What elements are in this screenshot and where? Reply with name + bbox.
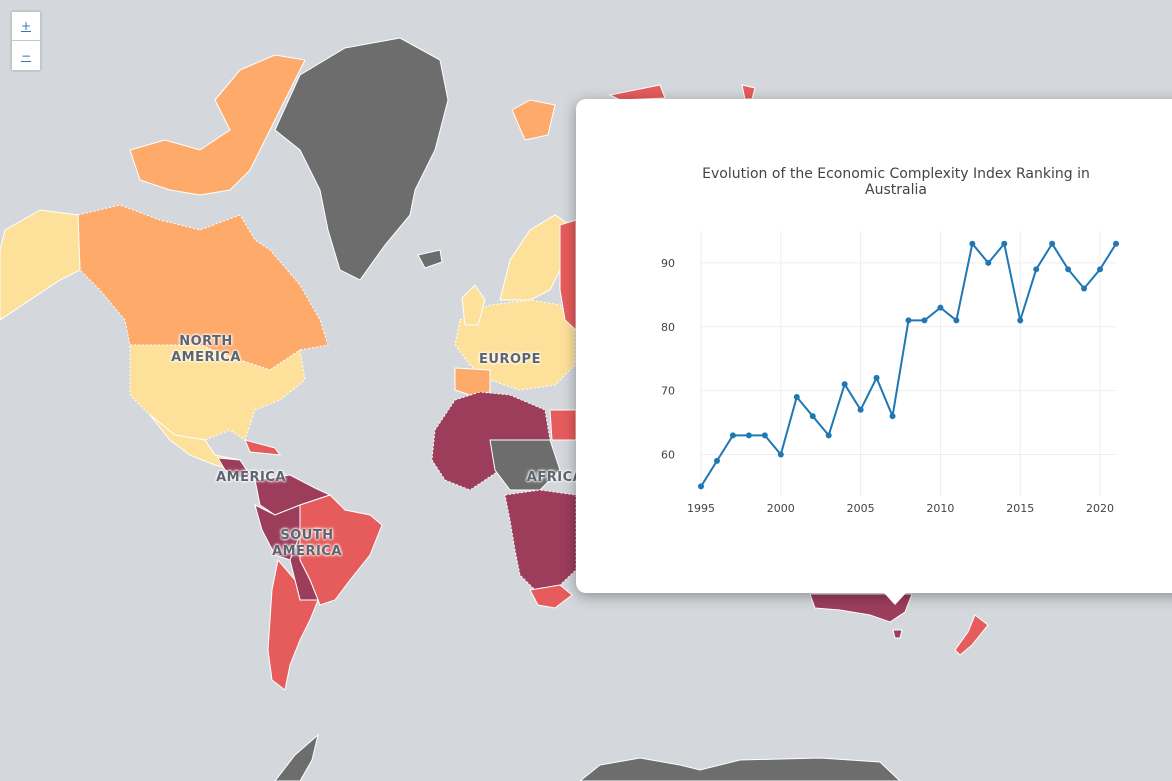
region-label-central-america: AMERICA <box>216 470 286 485</box>
popup-tip <box>884 593 906 605</box>
data-point <box>698 483 704 490</box>
data-point <box>905 317 912 324</box>
antarctic-peninsula[interactable] <box>274 733 319 781</box>
country-russia[interactable] <box>559 219 577 332</box>
data-point <box>1065 266 1072 273</box>
canada-arctic-islands[interactable] <box>129 54 306 196</box>
country-caribbean[interactable] <box>244 439 282 456</box>
europe-west[interactable] <box>454 299 576 391</box>
data-point <box>1081 285 1088 292</box>
country-usa[interactable] <box>129 344 306 441</box>
country-argentina-chile[interactable] <box>267 558 319 691</box>
region-label-north-america: NORTH AMERICA <box>171 334 241 365</box>
data-point <box>777 451 784 458</box>
x-tick-label: 2010 <box>926 502 954 515</box>
region-label-europe: EUROPE <box>479 352 541 367</box>
x-tick-label: 1995 <box>687 502 715 515</box>
country-greenland[interactable] <box>274 37 449 281</box>
region-label-africa: AFRICA <box>526 470 584 485</box>
country-iceland[interactable] <box>417 249 443 269</box>
data-point <box>1017 317 1024 324</box>
data-point <box>937 304 944 311</box>
line-chart: 1995 2000 2005 2010 2015 2020 60 70 80 90 <box>661 231 1119 515</box>
data-point <box>809 413 816 420</box>
data-point <box>1033 266 1040 273</box>
country-new-zealand[interactable] <box>954 614 989 656</box>
data-point <box>857 406 864 413</box>
chart-title: Evolution of the Economic Complexity Ind… <box>702 166 1090 198</box>
x-tick-label: 2015 <box>1006 502 1034 515</box>
data-point <box>1001 240 1008 247</box>
data-point <box>889 413 896 420</box>
country-canada[interactable] <box>77 204 329 371</box>
series-line <box>700 241 1117 487</box>
x-tick-label: 2000 <box>767 502 795 515</box>
x-tick-label: 2020 <box>1086 502 1114 515</box>
data-point <box>873 374 880 381</box>
country-egypt[interactable] <box>549 409 577 441</box>
data-point <box>825 432 832 439</box>
y-tick-label: 60 <box>661 448 675 461</box>
chart-popup: Evolution of the Economic Complexity Ind… <box>576 99 1172 593</box>
country-alaska[interactable] <box>0 209 81 321</box>
data-point <box>713 457 720 464</box>
x-tick-label: 2005 <box>847 502 875 515</box>
data-point <box>729 432 736 439</box>
data-point <box>1113 240 1119 247</box>
data-point <box>793 394 800 401</box>
country-south-africa[interactable] <box>529 584 573 609</box>
zoom-out-button[interactable]: − <box>12 41 40 70</box>
y-tick-label: 90 <box>661 257 675 270</box>
country-libya-egypt[interactable] <box>489 439 561 491</box>
country-uk[interactable] <box>461 284 486 326</box>
data-point <box>953 317 960 324</box>
data-point <box>921 317 928 324</box>
country-tasmania[interactable] <box>892 629 903 639</box>
data-point <box>745 432 752 439</box>
country-svalbard[interactable] <box>511 99 556 141</box>
data-point <box>969 240 976 247</box>
antarctica[interactable] <box>579 757 901 781</box>
data-point <box>1097 266 1104 273</box>
y-tick-label: 70 <box>661 385 675 398</box>
country-iberia[interactable] <box>454 367 491 396</box>
y-tick-label: 80 <box>661 321 675 334</box>
data-point <box>841 381 848 388</box>
region-label-south-america: SOUTH AMERICA <box>272 528 342 559</box>
country-central-america[interactable] <box>217 457 251 479</box>
zoom-in-button[interactable]: + <box>12 12 40 41</box>
data-point <box>1049 240 1056 247</box>
country-russia-north[interactable] <box>608 84 666 101</box>
data-point <box>761 432 768 439</box>
data-point <box>985 259 992 266</box>
zoom-control: + − <box>10 10 42 72</box>
